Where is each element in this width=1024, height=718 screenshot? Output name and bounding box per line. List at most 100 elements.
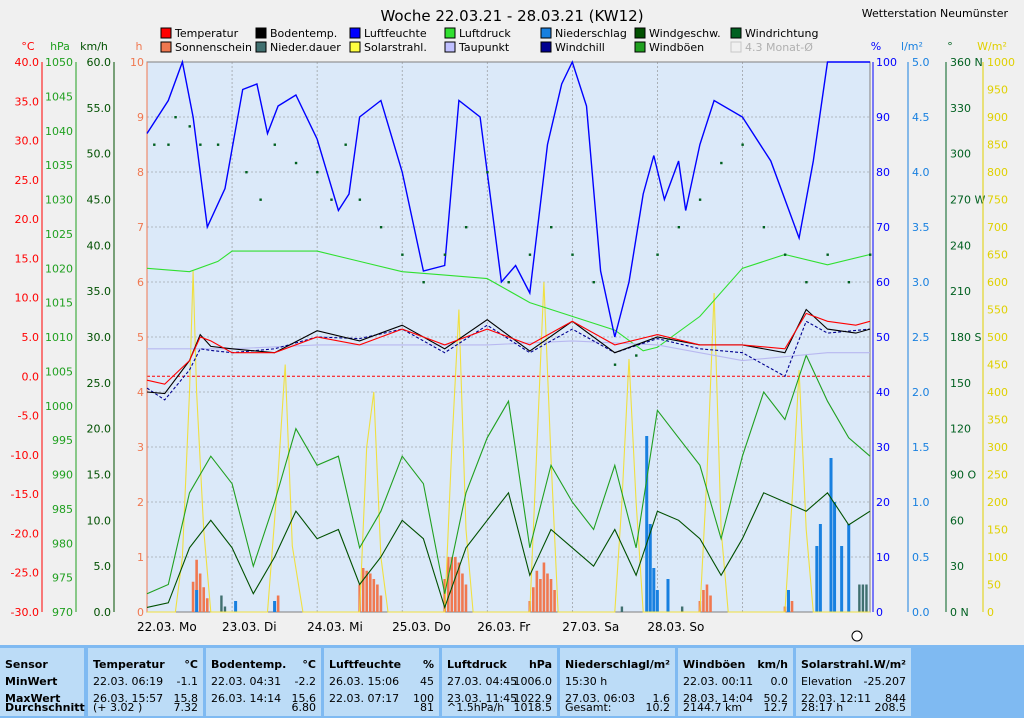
legend-swatch xyxy=(444,41,456,53)
legend-label: Sonnenschein xyxy=(175,41,252,54)
stats-column-name: Solarstrahl. xyxy=(801,658,874,671)
solar-tick-label: 800 xyxy=(987,166,1008,179)
legend-label: Windgeschw. xyxy=(649,27,721,40)
stats-cell-value: 208.5 xyxy=(874,701,907,714)
stats-column-name: Bodentemp. xyxy=(211,658,287,671)
stats-row: 2144.7 km 12.7 xyxy=(683,699,788,716)
legend-label: Windchill xyxy=(555,41,605,54)
sunshine-bar xyxy=(553,590,556,612)
stats-cell-value: 844 xyxy=(885,692,906,705)
wind-tick-label: 30.0 xyxy=(87,331,112,344)
pressure-tick-label: 980 xyxy=(52,537,73,550)
legend-swatch xyxy=(634,41,646,53)
wind-tick-label: 5.0 xyxy=(94,560,112,573)
temp-tick-label: 10.0 xyxy=(15,292,40,305)
wind-direction-dot xyxy=(199,143,202,146)
wind-direction-dot xyxy=(167,143,170,146)
axis-unit-label: % xyxy=(871,40,881,53)
wind-direction-dot xyxy=(316,171,319,174)
stats-row: Elevation -25.207 xyxy=(801,673,906,690)
temp-tick-label: -10.0 xyxy=(11,449,39,462)
stats-cell-label: ^1.5hPa/h xyxy=(447,701,505,714)
temp-tick-label: 25.0 xyxy=(15,174,40,187)
wind-tick-label: 45.0 xyxy=(87,194,112,207)
sunshine-bar xyxy=(709,595,712,612)
wind-direction-dot xyxy=(216,143,220,146)
temp-tick-label: 0.0 xyxy=(22,370,40,383)
humidity-tick-label: 50 xyxy=(876,331,890,344)
wind-direction-dot xyxy=(613,363,617,366)
sun-tick-label: 7 xyxy=(137,221,144,234)
pressure-tick-label: 1035 xyxy=(45,159,73,172)
wind-direction-dot xyxy=(344,143,347,146)
precipitation-bar xyxy=(818,524,822,612)
precipitation-bar xyxy=(786,590,790,612)
solar-tick-label: 850 xyxy=(987,139,1008,152)
wind-direction-dot xyxy=(153,143,156,146)
sunshine-bar xyxy=(539,579,542,612)
humidity-tick-label: 90 xyxy=(876,111,890,124)
stats-cell-value: 45 xyxy=(420,675,434,688)
axis-unit-label: h xyxy=(136,40,143,53)
legend-swatch xyxy=(349,41,361,53)
legend-swatch xyxy=(540,27,552,39)
sunshine-bar xyxy=(195,559,198,612)
sunshine-bar xyxy=(365,570,369,612)
temp-tick-label: 5.0 xyxy=(22,331,40,344)
legend-swatch xyxy=(349,27,361,39)
stats-cell-label: (+ 3.02 ) xyxy=(93,701,143,714)
sunshine-bar xyxy=(443,579,447,612)
stats-cell-label: Elevation xyxy=(801,675,853,688)
rain-tick-label: 1.5 xyxy=(912,441,930,454)
solar-tick-label: 750 xyxy=(987,194,1008,207)
stats-row: 23.03. 11:45 1022.9 xyxy=(447,690,552,707)
humidity-tick-label: 60 xyxy=(876,276,890,289)
solar-tick-label: 1000 xyxy=(987,56,1015,69)
row-label-min: MinWert xyxy=(5,675,58,688)
stats-column-unit: % xyxy=(422,658,434,671)
stats-cell-label: 26.03. 15:06 xyxy=(329,675,400,688)
sun-tick-label: 6 xyxy=(137,276,144,289)
chart-title: Woche 22.03.21 - 28.03.21 (KW12) xyxy=(380,7,643,25)
humidity-tick-label: 0 xyxy=(876,606,883,619)
temp-tick-label: -5.0 xyxy=(18,410,39,423)
stats-row: 6.80 xyxy=(211,699,317,716)
direction-tick-label: 270 W xyxy=(950,194,985,207)
humidity-tick-label: 70 xyxy=(876,221,890,234)
stats-cell-value: -1.1 xyxy=(176,675,198,688)
pressure-tick-label: 990 xyxy=(52,469,73,482)
pressure-tick-label: 1050 xyxy=(45,56,73,69)
sunshine-bar xyxy=(376,584,379,612)
wind-tick-label: 60.0 xyxy=(87,56,112,69)
precipitation-bar xyxy=(273,601,277,612)
solar-tick-label: 700 xyxy=(987,221,1008,234)
day-label: 24.03. Mi xyxy=(307,620,363,634)
pressure-tick-label: 970 xyxy=(52,606,73,619)
sunshine-bar xyxy=(372,579,376,612)
humidity-tick-label: 100 xyxy=(876,56,897,69)
wind-tick-label: 10.0 xyxy=(87,514,112,527)
sunshine-bar xyxy=(202,587,206,612)
stats-row: 26.03. 15:57 15.8 xyxy=(93,690,198,707)
wind-direction-dot xyxy=(330,198,333,201)
precipitation-bar xyxy=(645,436,649,612)
precipitation-bar xyxy=(655,590,659,612)
temp-tick-label: 15.0 xyxy=(15,252,40,265)
wind-tick-label: 50.0 xyxy=(87,148,112,161)
stats-column-header: Luftfeuchte% xyxy=(329,656,434,673)
stats-cell-label: 22.03. 06:19 xyxy=(93,675,164,688)
sunshine-bar xyxy=(702,590,705,612)
solar-tick-label: 400 xyxy=(987,386,1008,399)
axis-unit-label: ° xyxy=(947,40,953,53)
sun-tick-label: 5 xyxy=(137,331,144,344)
stats-cell-label: 22.03. 12:11 xyxy=(801,692,872,705)
stats-cell-label: 22.03. 00:11 xyxy=(683,675,754,688)
dewpoint-line xyxy=(147,340,870,362)
stats-cell-label: 27.03. 04:45 xyxy=(447,675,518,688)
wind-tick-label: 35.0 xyxy=(87,285,112,298)
rain-tick-label: 4.5 xyxy=(912,111,930,124)
legend-label: Solarstrahl. xyxy=(364,41,427,54)
wind-gust-line xyxy=(146,353,871,595)
stats-cell-label: 15:30 h xyxy=(565,675,608,688)
stats-cell-value: -25.207 xyxy=(863,675,906,688)
